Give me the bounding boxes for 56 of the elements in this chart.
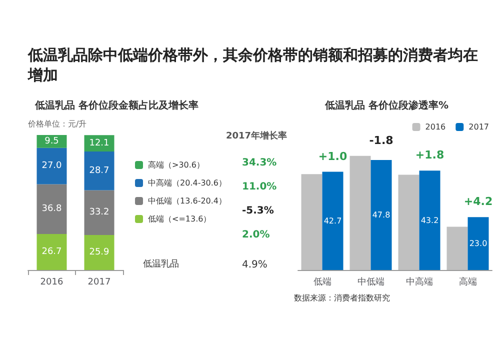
data-label: 28.7	[89, 166, 110, 176]
x-tick-label: 2016	[40, 278, 64, 288]
text: 4.9%	[242, 260, 268, 270]
data-label: 27.0	[42, 161, 62, 172]
data-label: 47.8	[372, 210, 390, 220]
bar	[322, 172, 344, 270]
legend-label: 中低端（13.6-20.4）	[148, 196, 227, 206]
x-tick-label: 中高端	[406, 276, 433, 288]
data-label: 23.0	[469, 239, 488, 248]
bar	[419, 170, 440, 270]
bar	[36, 135, 67, 148]
data-label: 9.5	[44, 136, 59, 146]
annotation: -1.8	[369, 134, 394, 147]
bar	[84, 135, 114, 152]
legend-label: 中高端（20.4-30.6）	[148, 178, 227, 188]
annotation: +4.2	[464, 195, 493, 208]
bar	[84, 235, 114, 270]
bar	[84, 190, 114, 236]
data-label: 33.2	[89, 208, 110, 218]
bar	[36, 234, 67, 270]
data-label: 43.2	[420, 216, 439, 225]
text: 2017年增长率	[226, 130, 288, 142]
text: 2.0%	[242, 230, 270, 240]
bar	[370, 160, 392, 270]
text: 低温乳品除中低端价格带外，其余价格带的销额和招募的消费者均在增加	[28, 45, 478, 85]
text: 价格单位：元/升	[27, 120, 87, 128]
data-label: 25.9	[89, 248, 110, 258]
data-label: 36.8	[42, 204, 62, 214]
annotation: +1.8	[415, 148, 444, 162]
x-tick-label: 中低端	[357, 276, 384, 288]
legend-label: 2016	[425, 122, 446, 132]
bar	[446, 226, 468, 270]
bar	[36, 184, 67, 234]
data-label: 42.7	[324, 216, 342, 226]
legend-label: 2017	[468, 122, 489, 132]
text: 34.3%	[242, 158, 277, 168]
text: 11.0%	[242, 182, 277, 192]
source-note: 数据来源：消费者指数研究	[294, 294, 390, 302]
bar	[84, 151, 114, 190]
text: 低温乳品	[143, 258, 179, 270]
chart-subtitle: 低温乳品 各价位段渗透率%	[324, 100, 449, 112]
x-tick-label: 高端	[458, 276, 477, 288]
data-label: 12.1	[89, 138, 110, 148]
bar	[398, 174, 420, 270]
bar	[301, 174, 322, 270]
text: -5.3%	[242, 206, 274, 216]
annotation: +1.0	[318, 150, 348, 163]
legend-label: 低端（<=13.6）	[148, 214, 212, 224]
x-tick-label: 2017	[88, 278, 111, 288]
x-tick-label: 低端	[313, 276, 332, 288]
bar	[36, 148, 67, 184]
data-label: 26.7	[42, 246, 62, 257]
legend-label: 高端（>30.6）	[148, 160, 205, 170]
bar	[350, 156, 371, 270]
chart-subtitle: 低温乳品 各价位段金额占比及增长率	[34, 100, 198, 112]
bar	[468, 217, 489, 270]
